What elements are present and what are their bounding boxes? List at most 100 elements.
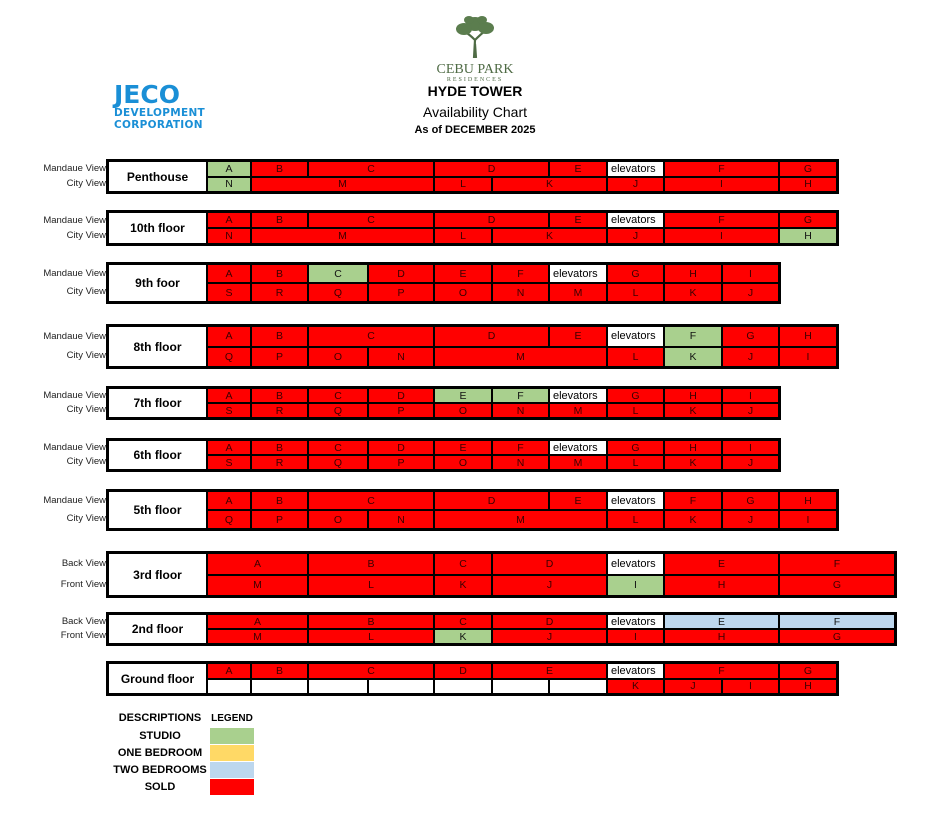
unit-cell[interactable]: N (493, 456, 548, 469)
unit-cell[interactable]: H (665, 575, 778, 595)
unit-cell[interactable]: D (435, 213, 548, 227)
unit-cell[interactable]: K (665, 404, 721, 417)
unit-cell[interactable]: B (252, 265, 307, 282)
unit-cell[interactable]: P (252, 347, 307, 366)
unit-cell[interactable]: P (369, 456, 433, 469)
unit-cell[interactable]: P (252, 511, 307, 528)
unit-cell[interactable]: K (608, 679, 663, 693)
unit-cell[interactable]: I (780, 347, 836, 366)
unit-cell[interactable]: A (208, 327, 250, 346)
unit-cell[interactable]: F (665, 162, 778, 176)
unit-cell[interactable]: I (723, 441, 778, 454)
unit-cell[interactable]: R (252, 284, 307, 301)
unit-cell[interactable]: E (435, 441, 491, 454)
unit-cell[interactable]: N (493, 284, 548, 301)
unit-cell[interactable]: B (252, 389, 307, 402)
unit-cell[interactable]: E (435, 265, 491, 282)
unit-cell[interactable]: B (309, 615, 433, 628)
unit-cell[interactable]: D (493, 554, 606, 574)
unit-cell[interactable]: I (608, 575, 663, 595)
unit-cell[interactable]: H (780, 679, 836, 693)
unit-cell[interactable]: E (550, 213, 606, 227)
unit-cell[interactable]: K (665, 511, 721, 528)
unit-cell[interactable]: H (780, 492, 836, 509)
unit-cell[interactable]: L (608, 404, 663, 417)
unit-cell[interactable]: F (665, 492, 721, 509)
unit-cell[interactable]: A (208, 265, 250, 282)
unit-cell[interactable]: G (608, 441, 663, 454)
unit-cell[interactable]: E (435, 389, 491, 402)
unit-cell[interactable]: F (665, 213, 778, 227)
unit-cell[interactable]: G (608, 389, 663, 402)
unit-cell[interactable]: S (208, 284, 250, 301)
unit-cell[interactable]: B (252, 664, 307, 678)
unit-cell[interactable]: S (208, 456, 250, 469)
unit-cell[interactable]: H (780, 177, 836, 191)
unit-cell[interactable]: M (550, 284, 606, 301)
unit-cell[interactable]: H (665, 389, 721, 402)
unit-cell[interactable]: C (309, 492, 433, 509)
unit-cell[interactable]: P (369, 404, 433, 417)
unit-cell[interactable]: C (309, 664, 433, 678)
unit-cell[interactable]: J (493, 575, 606, 595)
unit-cell[interactable]: K (435, 575, 491, 595)
unit-cell[interactable]: A (208, 492, 250, 509)
unit-cell[interactable]: D (369, 389, 433, 402)
unit-cell[interactable]: H (665, 441, 721, 454)
unit-cell[interactable]: J (723, 404, 778, 417)
unit-cell[interactable]: M (252, 229, 433, 243)
unit-cell[interactable]: D (369, 265, 433, 282)
unit-cell[interactable]: C (435, 554, 491, 574)
unit-cell[interactable]: H (780, 327, 836, 346)
unit-cell[interactable]: J (723, 456, 778, 469)
unit-cell[interactable]: N (208, 177, 250, 191)
unit-cell[interactable]: M (208, 630, 307, 643)
unit-cell[interactable]: N (369, 511, 433, 528)
unit-cell[interactable]: I (780, 511, 836, 528)
unit-cell[interactable]: K (665, 456, 721, 469)
unit-cell[interactable]: R (252, 404, 307, 417)
unit-cell[interactable]: Q (309, 284, 367, 301)
unit-cell[interactable]: E (665, 615, 778, 628)
unit-cell[interactable]: G (780, 664, 836, 678)
unit-cell[interactable]: C (309, 162, 433, 176)
unit-cell[interactable]: F (493, 265, 548, 282)
unit-cell[interactable]: L (435, 229, 491, 243)
unit-cell[interactable]: Q (208, 347, 250, 366)
unit-cell[interactable]: J (723, 284, 778, 301)
unit-cell[interactable]: B (252, 492, 307, 509)
unit-cell[interactable]: S (208, 404, 250, 417)
unit-cell[interactable]: F (780, 615, 894, 628)
unit-cell[interactable]: D (435, 492, 548, 509)
unit-cell[interactable]: A (208, 615, 307, 628)
unit-cell[interactable]: N (493, 404, 548, 417)
unit-cell[interactable]: D (493, 615, 606, 628)
unit-cell[interactable]: K (665, 284, 721, 301)
unit-cell[interactable]: I (608, 630, 663, 643)
unit-cell[interactable]: A (208, 389, 250, 402)
unit-cell[interactable]: E (665, 554, 778, 574)
unit-cell[interactable]: I (665, 177, 778, 191)
unit-cell[interactable]: J (608, 177, 663, 191)
unit-cell[interactable]: O (435, 404, 491, 417)
unit-cell[interactable]: B (252, 213, 307, 227)
unit-cell[interactable]: C (309, 327, 433, 346)
unit-cell[interactable]: J (723, 347, 778, 366)
unit-cell[interactable]: M (550, 404, 606, 417)
unit-cell[interactable]: G (723, 327, 778, 346)
unit-cell[interactable]: L (608, 456, 663, 469)
unit-cell[interactable]: R (252, 456, 307, 469)
unit-cell[interactable]: L (608, 284, 663, 301)
unit-cell[interactable]: K (435, 630, 491, 643)
unit-cell[interactable]: H (780, 229, 836, 243)
unit-cell[interactable]: O (309, 347, 367, 366)
unit-cell[interactable]: L (309, 575, 433, 595)
unit-cell[interactable]: E (550, 162, 606, 176)
unit-cell[interactable]: G (723, 492, 778, 509)
unit-cell[interactable]: D (435, 664, 491, 678)
unit-cell[interactable]: A (208, 162, 250, 176)
unit-cell[interactable]: K (665, 347, 721, 366)
unit-cell[interactable]: K (493, 229, 606, 243)
unit-cell[interactable]: B (252, 162, 307, 176)
unit-cell[interactable]: N (369, 347, 433, 366)
